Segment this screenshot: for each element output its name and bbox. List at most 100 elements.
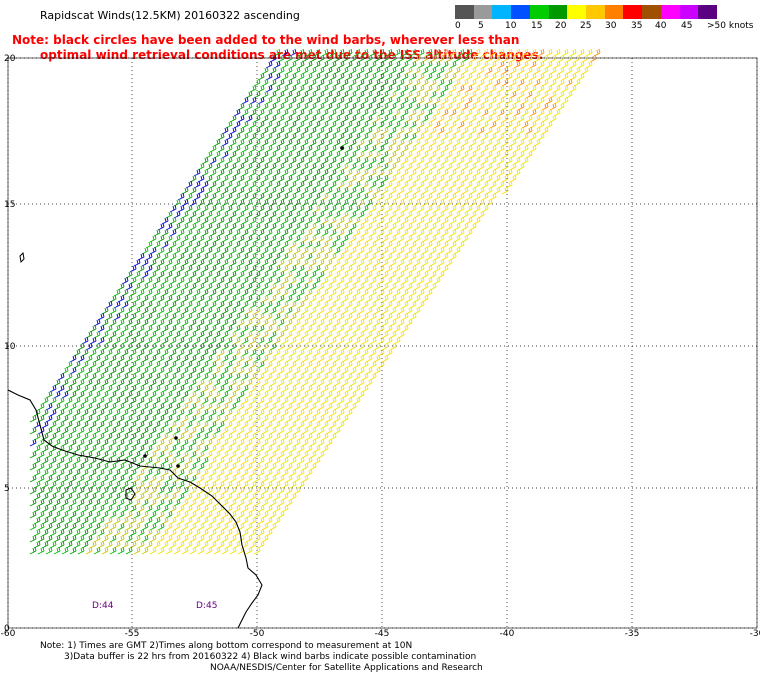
wind-barb — [66, 397, 72, 404]
wind-barb — [290, 73, 296, 80]
wind-barb — [446, 163, 452, 170]
wind-barb — [206, 415, 212, 422]
wind-barb — [366, 79, 372, 86]
wind-barb — [374, 211, 380, 218]
wind-barb — [234, 241, 240, 248]
wind-barb — [78, 535, 84, 542]
wind-barb — [142, 355, 148, 362]
wind-barb — [110, 343, 116, 350]
wind-barb — [218, 469, 224, 476]
wind-barb — [150, 523, 156, 530]
wind-barb — [274, 205, 280, 212]
wind-barb — [238, 355, 244, 362]
wind-barb — [250, 457, 256, 464]
wind-barb — [214, 439, 220, 446]
wind-barb — [98, 541, 104, 548]
wind-barb — [170, 385, 176, 392]
wind-barb — [314, 457, 320, 464]
wind-barb — [174, 547, 180, 554]
wind-barb — [78, 547, 84, 554]
wind-barb — [58, 373, 64, 380]
wind-barb — [106, 349, 112, 356]
wind-barb — [358, 139, 364, 146]
wind-barb — [158, 379, 164, 386]
wind-barb — [358, 103, 364, 110]
wind-barb — [470, 187, 476, 194]
wind-barb — [334, 187, 340, 194]
wind-barb — [490, 73, 496, 80]
wind-barb — [366, 91, 372, 98]
wind-barb — [110, 499, 116, 506]
wind-barb — [98, 433, 104, 440]
wind-barb — [158, 451, 164, 458]
wind-barb — [154, 349, 160, 356]
wind-barb — [382, 223, 388, 230]
wind-barb — [230, 403, 236, 410]
wind-barb — [478, 55, 484, 62]
wind-barb — [498, 169, 504, 176]
wind-barb — [30, 475, 36, 482]
wind-barb — [234, 229, 240, 236]
wind-barb — [410, 205, 416, 212]
wind-barb — [346, 373, 352, 380]
wind-barb — [370, 133, 376, 140]
wind-barb — [230, 127, 236, 134]
wind-barb — [342, 415, 348, 422]
wind-barb — [190, 343, 196, 350]
wind-barb — [310, 127, 316, 134]
wind-barb — [238, 175, 244, 182]
wind-barb — [170, 457, 176, 464]
wind-barb — [90, 433, 96, 440]
wind-barb — [354, 301, 360, 308]
wind-barb — [238, 139, 244, 146]
wind-barb — [178, 193, 184, 200]
wind-barb — [294, 115, 300, 122]
wind-barb — [522, 145, 528, 152]
wind-barb — [262, 427, 268, 434]
wind-barb — [366, 55, 372, 62]
wind-barb — [186, 361, 192, 368]
wind-barb — [550, 55, 556, 62]
wind-barb — [334, 379, 340, 386]
wind-barb — [166, 535, 172, 542]
wind-barb — [374, 283, 380, 290]
wind-barb — [94, 367, 100, 374]
wind-barb — [250, 181, 256, 188]
wind-barb — [362, 73, 368, 80]
wind-barb — [270, 511, 276, 518]
wind-barb — [102, 487, 108, 494]
wind-barb — [434, 265, 440, 272]
wind-barb — [342, 307, 348, 314]
wind-barb — [370, 205, 376, 212]
wind-barb — [210, 409, 216, 416]
wind-barb — [178, 397, 184, 404]
wind-barb — [522, 157, 528, 164]
wind-barb — [238, 379, 244, 386]
wind-barb — [578, 73, 584, 80]
wind-barb — [422, 295, 428, 302]
wind-barb — [374, 163, 380, 170]
wind-barb — [338, 217, 344, 224]
x-tick-label: -30 — [750, 629, 760, 639]
wind-barb — [386, 61, 392, 68]
wind-barb — [158, 403, 164, 410]
wind-barb — [226, 481, 232, 488]
wind-barb — [294, 199, 300, 206]
wind-barb — [178, 253, 184, 260]
wind-barb — [410, 241, 416, 248]
wind-barb — [206, 211, 212, 218]
wind-barb — [454, 151, 460, 158]
wind-barb — [438, 199, 444, 206]
wind-barb — [278, 211, 284, 218]
wind-barb — [134, 307, 140, 314]
wind-barb — [234, 361, 240, 368]
x-tick-label: -40 — [500, 629, 515, 639]
wind-barb — [246, 211, 252, 218]
wind-barb — [446, 139, 452, 146]
wind-barb — [330, 85, 336, 92]
wind-barb — [398, 307, 404, 314]
wind-barb — [226, 337, 232, 344]
wind-barb — [350, 367, 356, 374]
wind-barb — [354, 349, 360, 356]
wind-barb — [250, 493, 256, 500]
